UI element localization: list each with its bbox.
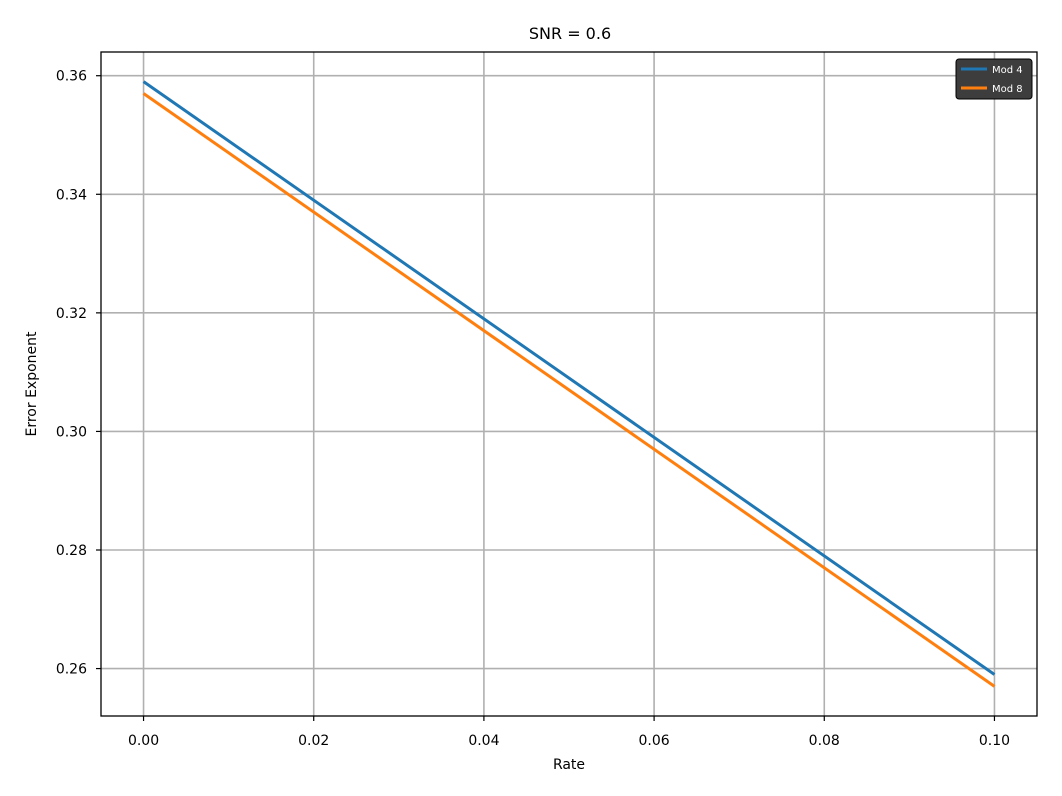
x-axis: 0.00 0.02 0.04 0.06 0.08 0.10 xyxy=(128,716,1010,749)
x-axis-label: Rate xyxy=(553,757,585,773)
chart-title: SNR = 0.6 xyxy=(529,24,611,43)
x-tick-label: 0.00 xyxy=(128,733,159,749)
y-tick-label: 0.26 xyxy=(56,662,87,678)
x-tick-label: 0.06 xyxy=(639,733,670,749)
x-tick-label: 0.02 xyxy=(298,733,329,749)
x-tick-label: 0.08 xyxy=(809,733,840,749)
y-axis-label: Error Exponent xyxy=(24,331,40,437)
y-tick-label: 0.30 xyxy=(56,424,87,440)
series-line xyxy=(142,92,996,688)
series-layer xyxy=(142,80,996,688)
y-axis: 0.26 0.28 0.30 0.32 0.34 0.36 xyxy=(56,69,101,678)
y-tick-label: 0.36 xyxy=(56,69,87,85)
legend-label: Mod 8 xyxy=(992,84,1023,95)
y-tick-label: 0.32 xyxy=(56,306,87,322)
grid xyxy=(101,52,1037,716)
x-tick-label: 0.04 xyxy=(468,733,499,749)
legend: Mod 4 Mod 8 xyxy=(955,58,1033,100)
legend-label: Mod 4 xyxy=(992,65,1023,76)
series-line xyxy=(142,80,996,676)
plot-frame xyxy=(100,51,1038,717)
x-tick-label: 0.10 xyxy=(979,733,1010,749)
y-tick-label: 0.28 xyxy=(56,543,87,559)
y-tick-label: 0.34 xyxy=(56,187,87,203)
